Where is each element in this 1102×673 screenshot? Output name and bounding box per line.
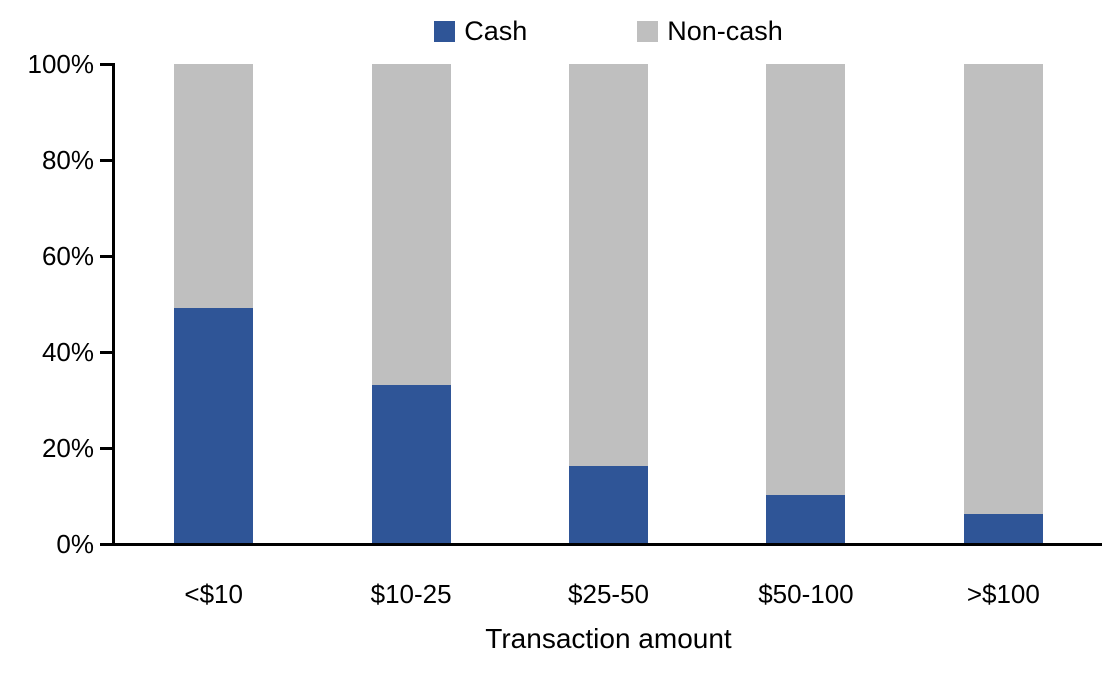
stacked-bar bbox=[963, 64, 1043, 543]
y-tick-label: 20% bbox=[41, 433, 94, 463]
bar-segment-non-cash bbox=[766, 64, 846, 496]
plot-area bbox=[112, 64, 1102, 546]
stacked-bar bbox=[569, 64, 648, 543]
bar-segment-cash bbox=[371, 384, 451, 543]
bar-segment-non-cash bbox=[569, 64, 648, 467]
y-axis-tick bbox=[100, 543, 115, 546]
x-axis-labels: <$10 $10-25 $25-50 $50-100 >$100 bbox=[115, 578, 1102, 610]
bar-segment-cash bbox=[569, 466, 648, 543]
y-axis-tick bbox=[100, 159, 115, 162]
bar-segment-non-cash bbox=[174, 64, 254, 309]
y-tick-label: 60% bbox=[41, 241, 94, 271]
y-axis-tick bbox=[100, 63, 115, 66]
y-axis-tick bbox=[100, 255, 115, 258]
bar-segment-cash bbox=[174, 308, 254, 543]
legend-item-cash: Cash bbox=[434, 14, 527, 48]
bar-segment-non-cash bbox=[963, 64, 1043, 515]
y-tick-label: 100% bbox=[27, 49, 95, 79]
bar-segment-non-cash bbox=[371, 64, 451, 385]
y-tick-label: 0% bbox=[56, 529, 94, 559]
stacked-bar bbox=[766, 64, 846, 543]
y-tick-label: 40% bbox=[41, 337, 94, 367]
bar-segment-cash bbox=[766, 495, 846, 543]
x-tick-label: $50-100 bbox=[758, 579, 854, 609]
bar-segment-cash bbox=[963, 514, 1043, 543]
x-tick-label: $10-25 bbox=[370, 579, 452, 609]
stacked-bar bbox=[174, 64, 254, 543]
legend-label-cash: Cash bbox=[464, 16, 528, 46]
legend-swatch-non-cash-icon bbox=[637, 20, 659, 42]
legend-item-non-cash: Non-cash bbox=[637, 14, 783, 48]
legend-label-non-cash: Non-cash bbox=[667, 16, 783, 46]
y-axis-tick bbox=[100, 447, 115, 450]
stacked-bar bbox=[371, 64, 451, 543]
y-tick-label: 80% bbox=[41, 145, 94, 175]
legend-swatch-cash-icon bbox=[434, 20, 456, 42]
x-tick-label: <$10 bbox=[184, 579, 243, 609]
x-tick-label: >$100 bbox=[966, 579, 1040, 609]
chart-legend: Cash Non-cash bbox=[115, 12, 1102, 50]
y-axis-tick bbox=[100, 351, 115, 354]
x-axis-title: Transaction amount bbox=[485, 623, 732, 654]
y-axis: 0% 20% 40% 60% 80% 100% bbox=[0, 0, 115, 600]
x-tick-label: $25-50 bbox=[568, 579, 649, 609]
